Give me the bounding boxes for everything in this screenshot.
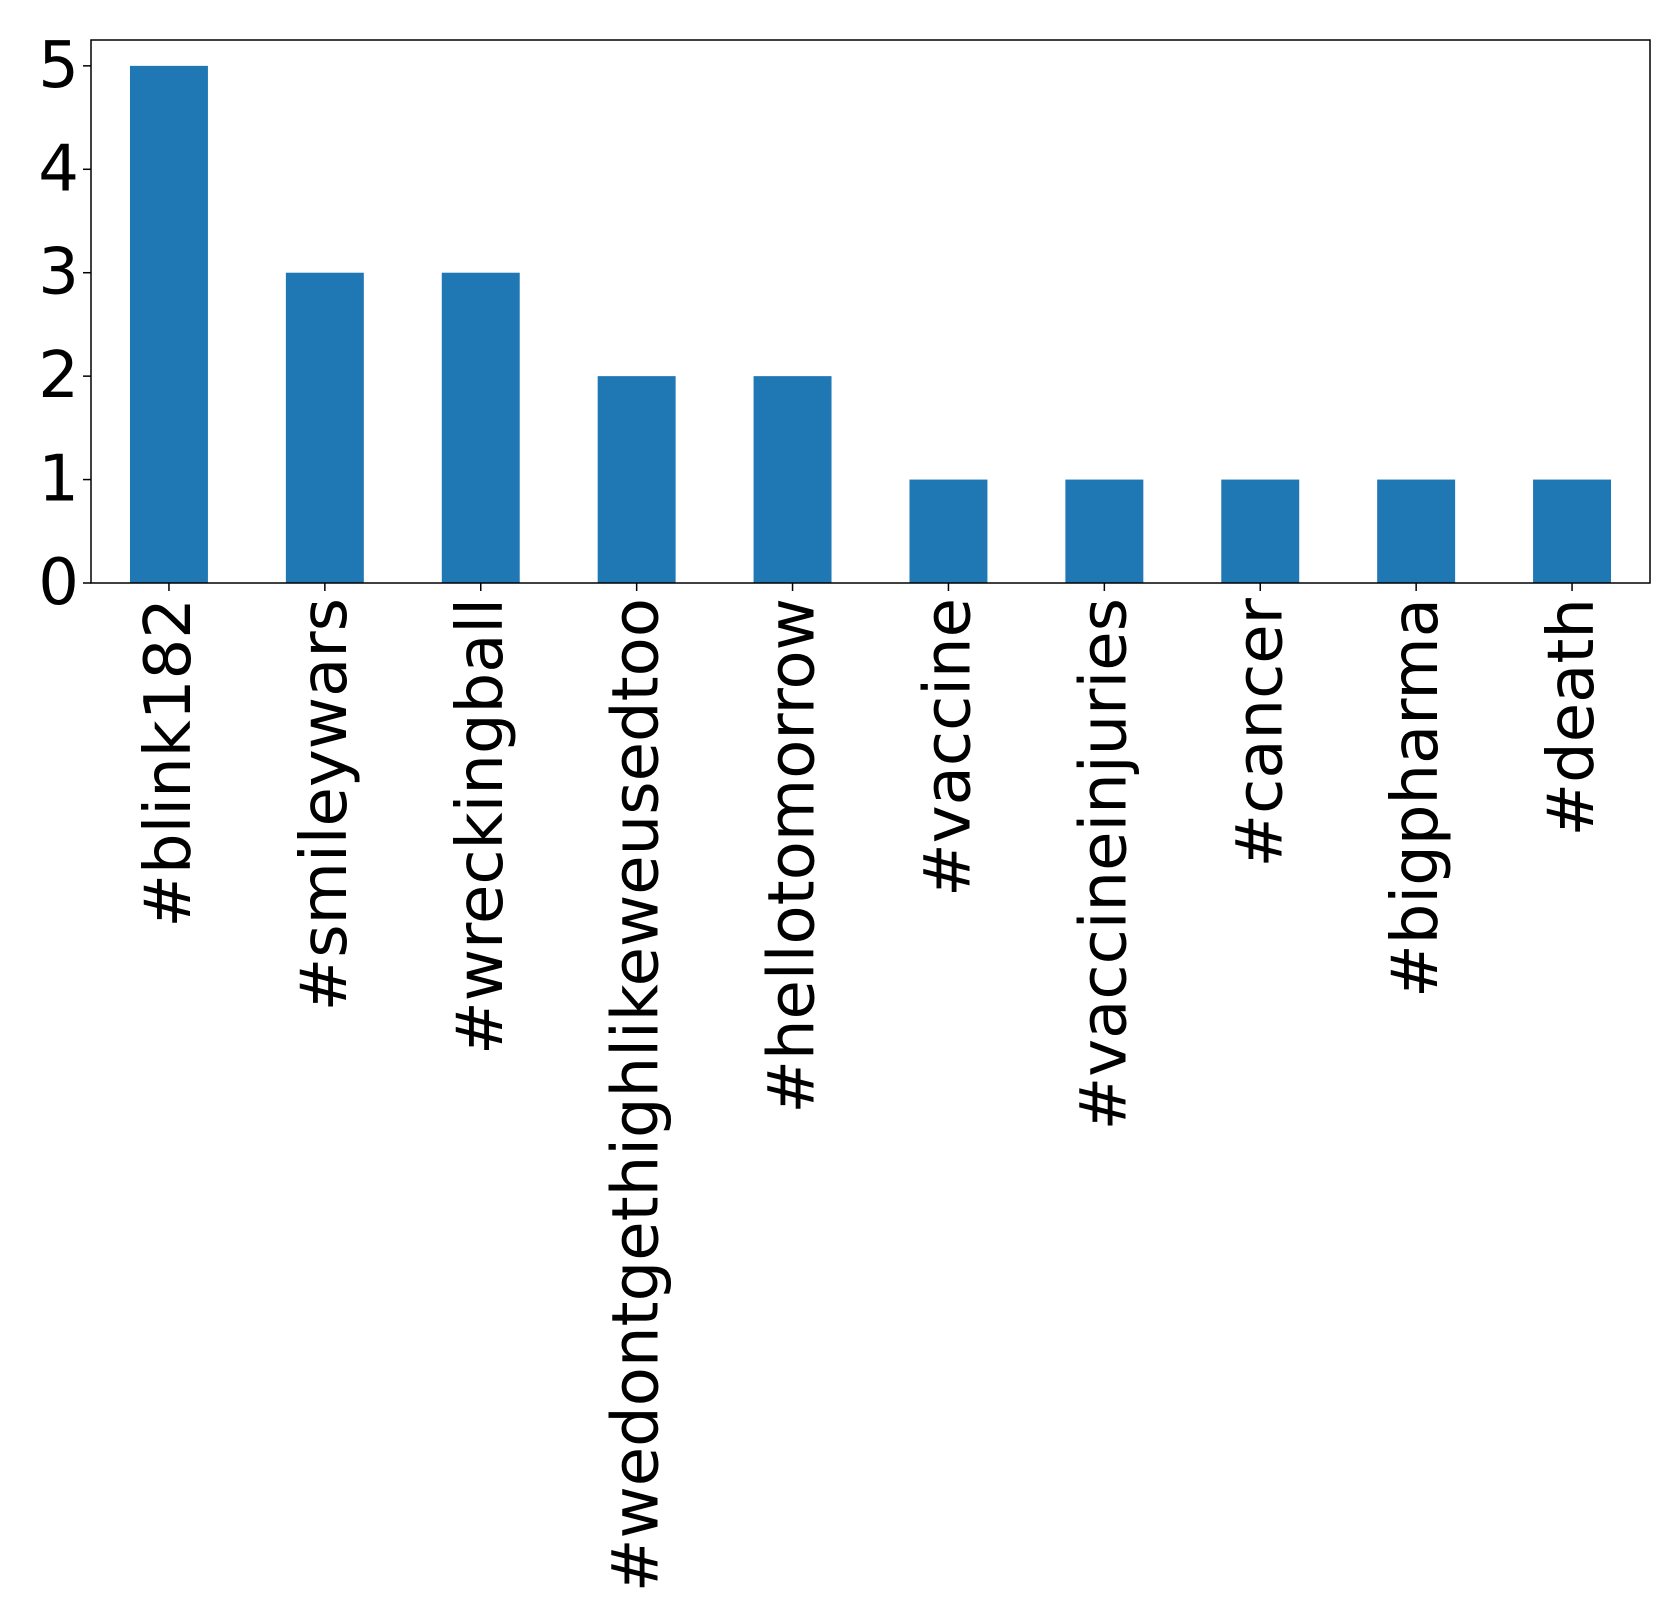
x-tick-label: #smileywars — [288, 598, 362, 1011]
bars-group — [129, 65, 1612, 584]
bar — [909, 479, 988, 583]
x-tick-label: #death — [1535, 598, 1609, 837]
bar — [285, 272, 364, 583]
plot-area-frame — [90, 39, 1651, 584]
x-tick-label: #wedontgethighlikeweusedtoo — [600, 598, 674, 1592]
bar — [597, 376, 676, 583]
bar — [1221, 479, 1300, 583]
x-axis: #blink182 #smileywars #wreckingball #wedont… — [132, 583, 1609, 1592]
y-tick-label: 5 — [38, 29, 79, 103]
x-tick-label: #hellotomorrow — [756, 598, 830, 1114]
x-tick-label: #vaccine — [911, 598, 985, 897]
bar — [1533, 479, 1612, 583]
x-tick-label: #wreckingball — [444, 598, 518, 1055]
y-axis: 0 1 2 3 4 5 — [38, 29, 91, 620]
bar — [753, 376, 832, 583]
x-tick-label: #vaccineinjuries — [1067, 598, 1141, 1130]
y-tick-label: 1 — [38, 443, 79, 517]
y-tick-label: 2 — [38, 339, 79, 413]
y-tick-label: 0 — [38, 546, 79, 620]
y-tick-label: 3 — [38, 236, 79, 310]
bar — [1065, 479, 1144, 583]
bar — [441, 272, 520, 583]
x-tick-label: #bigpharma — [1379, 598, 1453, 998]
x-tick-label: #blink182 — [132, 598, 206, 928]
x-tick-label: #cancer — [1223, 597, 1297, 867]
bar — [129, 65, 208, 584]
y-tick-label: 4 — [38, 132, 79, 206]
bar — [1377, 479, 1456, 583]
